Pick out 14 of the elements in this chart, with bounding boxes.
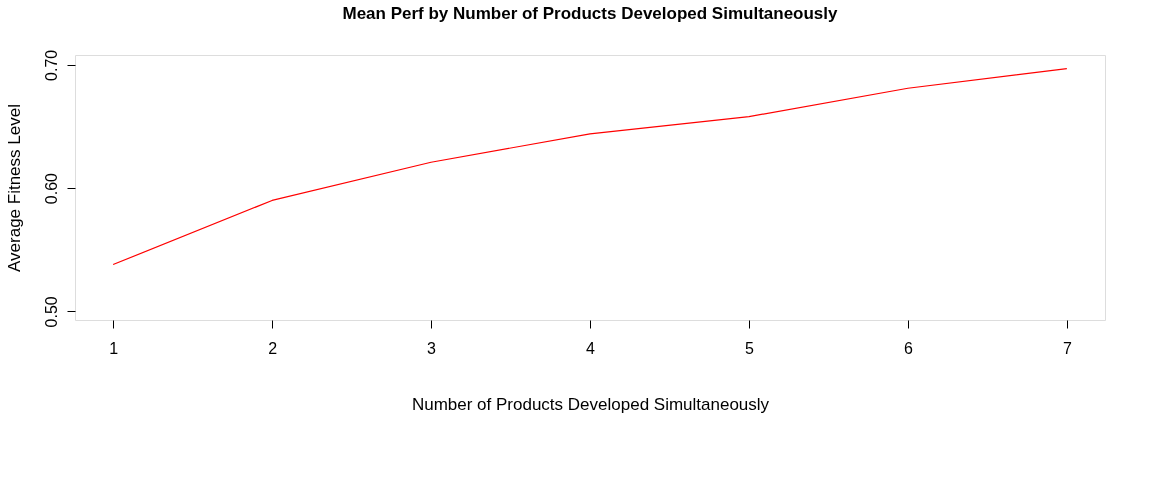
x-tick-label: 3 <box>427 339 437 357</box>
x-tick-label: 7 <box>1062 339 1072 357</box>
y-tick-label: 0.70 <box>42 49 60 81</box>
y-tick-label: 0.60 <box>42 172 60 205</box>
x-tick-label: 4 <box>586 339 596 357</box>
x-tick-label: 1 <box>109 339 119 357</box>
line-series <box>112 67 1068 266</box>
y-axis-title: Average Fitness Level <box>4 104 24 272</box>
x-axis-title: Number of Products Developed Simultaneously <box>411 394 770 414</box>
y-tick-label: 0.50 <box>42 296 60 328</box>
chart-title: Mean Perf by Number of Products Developed Simultaneously <box>342 4 839 24</box>
x-tick-label: 5 <box>745 339 754 357</box>
x-tick-label: 2 <box>268 339 278 357</box>
x-tick-label: 6 <box>903 339 913 357</box>
